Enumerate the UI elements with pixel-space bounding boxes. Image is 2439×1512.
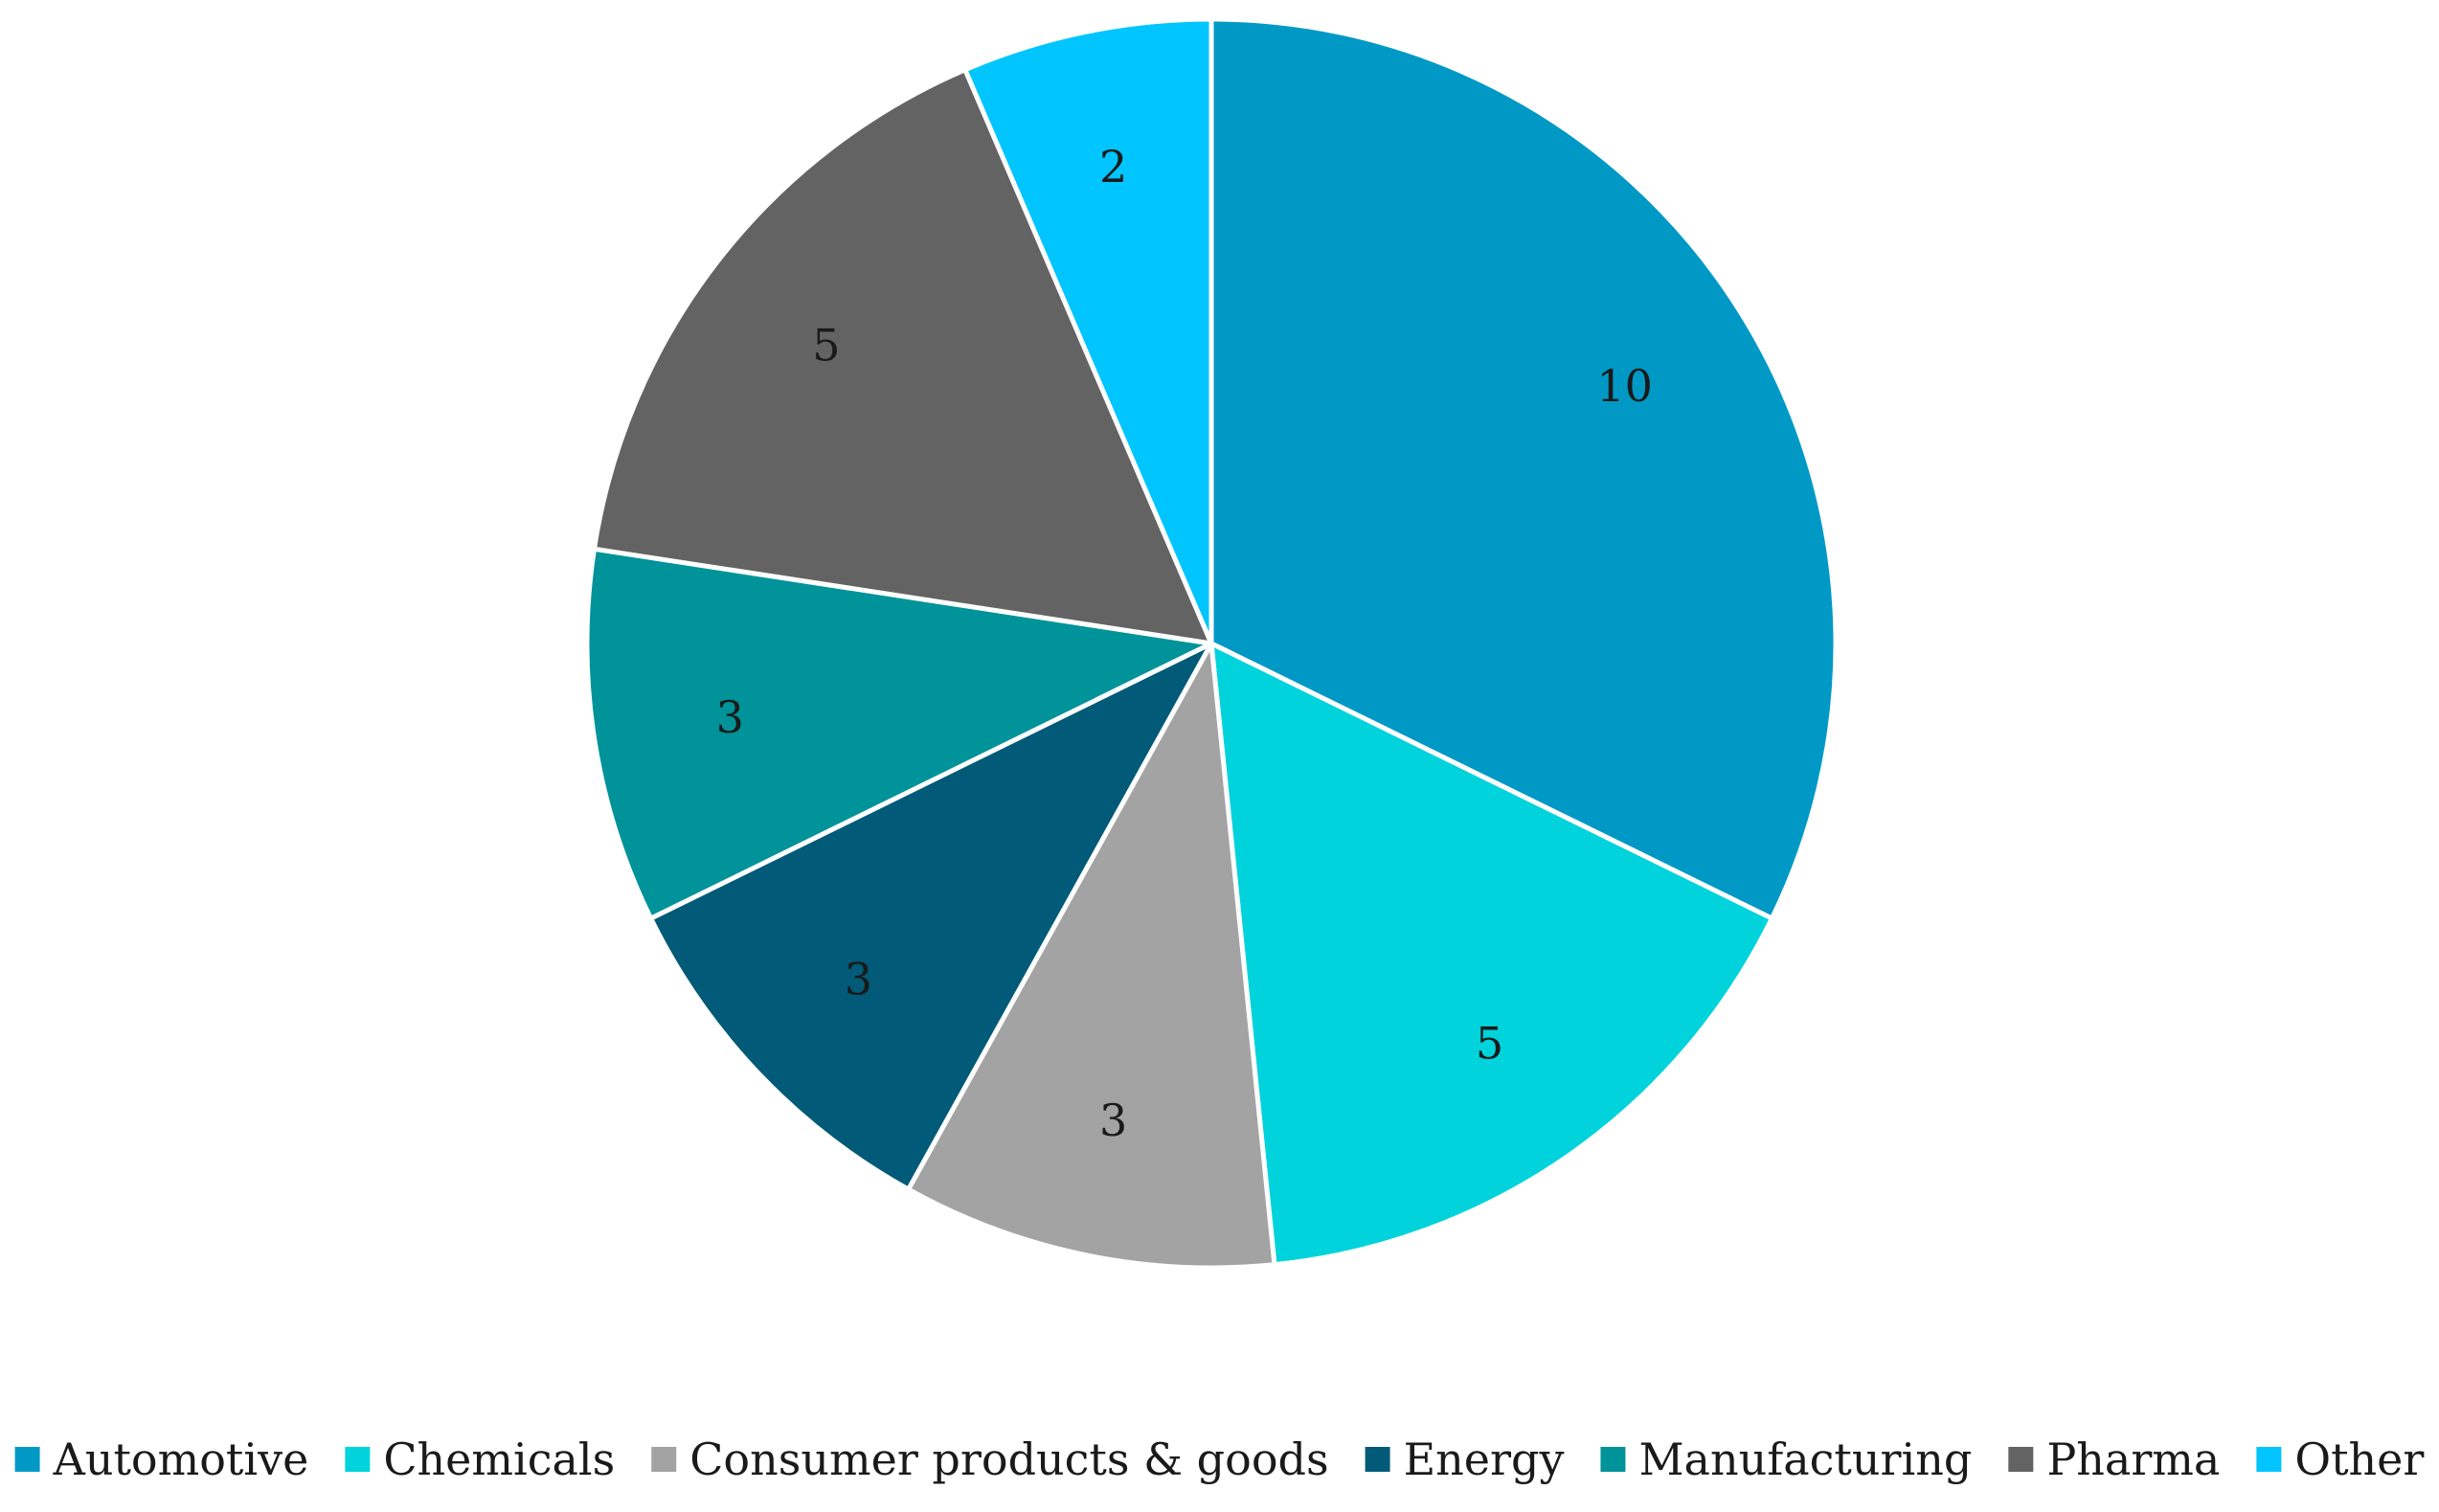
pie-slice-chemicals — [1208, 641, 1774, 1268]
legend-swatch-consumer-products-and-goods — [651, 1447, 677, 1472]
legend-swatch-manufacturing — [1600, 1447, 1626, 1472]
legend-label-automotive: Automotive — [53, 1433, 309, 1485]
legend-label-chemicals: Chemicals — [383, 1433, 615, 1485]
legend-item-consumer-products-and-goods: Consumer products & goods — [651, 1433, 1329, 1485]
pie-slices — [584, 16, 1839, 1271]
legend-label-pharma: Pharma — [2046, 1433, 2220, 1485]
pie-slice-other — [962, 16, 1214, 646]
pie-slice-energy — [648, 641, 1214, 1192]
data-label-energy: 3 — [845, 953, 872, 1004]
legend-item-pharma: Pharma — [2008, 1433, 2220, 1485]
legend-item-energy: Energy — [1365, 1433, 1565, 1485]
legend-item-chemicals: Chemicals — [345, 1433, 615, 1485]
legend-swatch-pharma — [2008, 1447, 2034, 1472]
data-label-manufacturing: 3 — [716, 691, 744, 743]
pie-data-labels: 10 5 3 3 3 5 2 — [716, 141, 1653, 1146]
pie-slice-pharma — [592, 67, 1214, 646]
legend-label-other: Other — [2294, 1433, 2424, 1485]
pie-slice-automotive — [1208, 16, 1839, 921]
legend-swatch-other — [2256, 1447, 2282, 1472]
legend: Automotive Chemicals Consumer products & g… — [14, 1433, 2424, 1485]
legend-swatch-energy — [1365, 1447, 1390, 1472]
data-label-other: 2 — [1099, 141, 1127, 192]
data-label-pharma: 5 — [812, 320, 840, 372]
data-label-chemicals: 5 — [1476, 1017, 1503, 1069]
legend-label-manufacturing: Manufacturing — [1638, 1433, 1972, 1485]
legend-item-manufacturing: Manufacturing — [1600, 1433, 1972, 1485]
legend-item-other: Other — [2256, 1433, 2424, 1485]
data-label-consumer-products-and-goods: 3 — [1099, 1095, 1127, 1146]
legend-item-automotive: Automotive — [14, 1433, 309, 1485]
legend-swatch-chemicals — [345, 1447, 371, 1472]
legend-label-energy: Energy — [1404, 1433, 1565, 1485]
legend-swatch-automotive — [14, 1447, 40, 1472]
pie-slice-manufacturing — [584, 546, 1214, 921]
data-label-automotive: 10 — [1596, 360, 1653, 412]
legend-label-consumer-products-and-goods: Consumer products & goods — [689, 1433, 1328, 1485]
pie-slice-consumer-products-and-goods — [906, 641, 1277, 1271]
